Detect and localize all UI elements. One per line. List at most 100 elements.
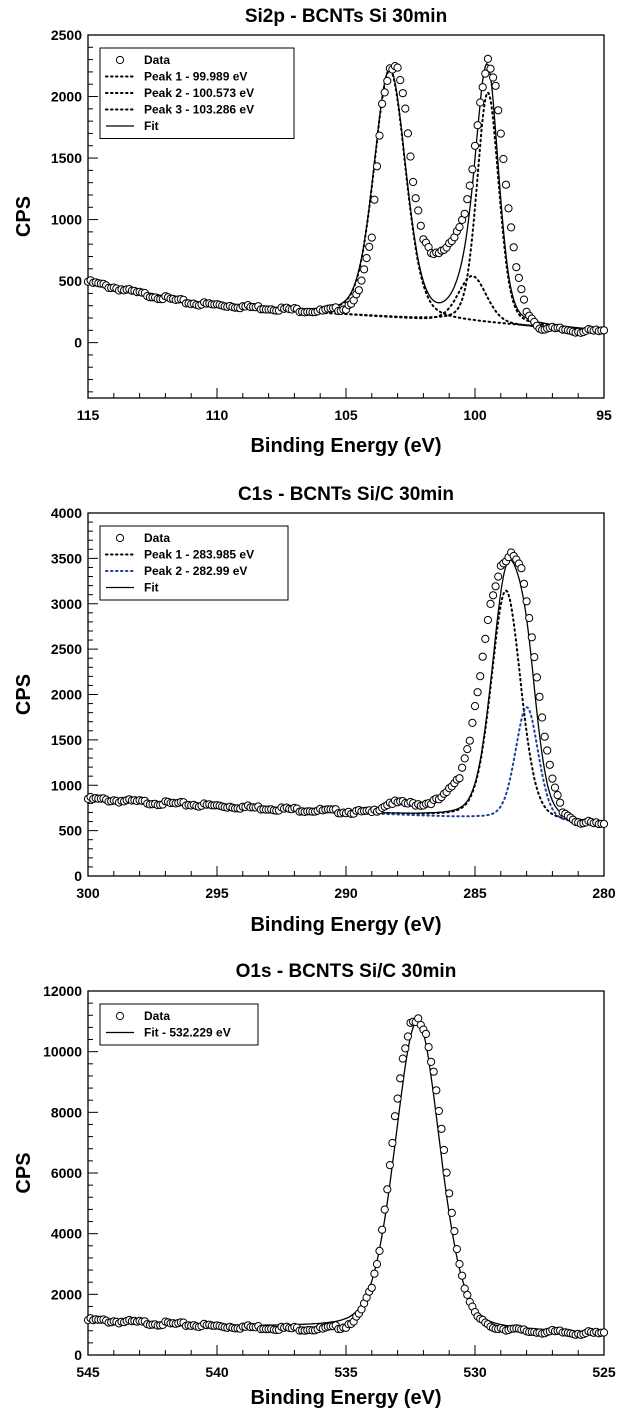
y-tick-label: 3000 — [51, 596, 82, 612]
data-point — [499, 154, 508, 164]
data-point — [468, 718, 477, 728]
data-point — [509, 243, 518, 252]
data-point — [354, 286, 363, 295]
data-point — [519, 579, 529, 588]
x-tick-label: 535 — [334, 1364, 358, 1380]
data-point — [468, 165, 477, 174]
data-point — [409, 177, 418, 187]
data-point — [599, 1328, 609, 1337]
data-point — [403, 129, 412, 138]
data-point — [483, 54, 492, 64]
data-point — [375, 131, 384, 140]
y-tick-label: 4000 — [51, 1226, 82, 1242]
x-tick-label: 300 — [76, 885, 100, 901]
data-point — [494, 106, 503, 115]
data-point — [437, 1124, 446, 1133]
data-point — [357, 276, 366, 285]
data-point — [496, 129, 505, 138]
y-tick-label: 12000 — [43, 983, 82, 999]
y-tick-label: 2000 — [51, 89, 82, 105]
data-point — [375, 1246, 384, 1256]
data-point — [385, 1161, 394, 1170]
data-point — [481, 69, 490, 78]
data-point — [450, 1227, 459, 1236]
data-point — [476, 672, 485, 681]
data-point — [458, 763, 467, 772]
data-point — [494, 572, 503, 581]
plot-frame — [87, 990, 605, 1356]
legend-entry-peak-3-103-286-ev: Peak 3 - 103.286 eV — [144, 103, 254, 117]
data-point — [429, 1067, 438, 1076]
data-point — [470, 141, 480, 150]
y-axis-label: CPS — [13, 196, 35, 237]
y-axis-label: CPS — [13, 1152, 35, 1193]
data-point — [372, 162, 382, 171]
x-axis-label: Binding Energy (eV) — [250, 435, 441, 457]
data-point — [525, 613, 534, 623]
data-point — [501, 180, 511, 189]
data-point — [380, 1205, 389, 1214]
data-point — [465, 736, 474, 745]
data-point — [398, 89, 407, 98]
data-point — [540, 732, 549, 741]
data-point — [439, 1145, 449, 1155]
data-point — [445, 1189, 454, 1198]
y-tick-label: 4000 — [51, 505, 82, 521]
x-tick-label: 540 — [205, 1364, 229, 1380]
y-tick-label: 3500 — [51, 550, 82, 566]
data-point — [393, 63, 402, 72]
x-tick-label: 295 — [205, 885, 229, 901]
data-point — [367, 233, 376, 242]
x-tick-label: 530 — [463, 1364, 487, 1380]
y-tick-label: 2000 — [51, 687, 82, 703]
data-point — [378, 99, 387, 108]
data-point — [550, 783, 560, 792]
data-point — [455, 223, 464, 232]
x-tick-label: 525 — [592, 1364, 616, 1380]
data-point — [460, 754, 469, 763]
x-axis-label: Binding Energy (eV) — [250, 1387, 441, 1409]
data-point — [491, 582, 500, 591]
y-tick-label: 6000 — [51, 1165, 82, 1181]
legend-entry-peak-2-100-573-ev: Peak 2 - 100.573 eV — [144, 86, 254, 100]
x-tick-label: 95 — [596, 407, 612, 423]
data-point — [370, 1269, 379, 1278]
data-point — [432, 1086, 441, 1095]
data-point — [486, 599, 495, 609]
data-point — [393, 1094, 402, 1103]
legend-entry-peak-2-282-99-ev: Peak 2 - 282.99 eV — [144, 564, 247, 578]
y-tick-label: 2500 — [51, 27, 82, 43]
data-point — [486, 64, 495, 73]
data-point — [470, 702, 480, 711]
data-point — [370, 195, 379, 204]
data-point — [434, 1106, 443, 1116]
data-point — [463, 195, 472, 204]
data-point — [481, 634, 490, 644]
data-point — [403, 1032, 412, 1041]
data-point — [463, 745, 472, 754]
data-point — [401, 104, 410, 113]
data-point — [599, 819, 609, 829]
legend-entry-peak-1-283-985-ev: Peak 1 - 283.985 eV — [144, 548, 254, 562]
x-tick-label: 545 — [76, 1364, 100, 1380]
data-point — [362, 254, 371, 263]
data-point — [491, 81, 500, 90]
data-point — [473, 688, 482, 697]
data-point — [556, 798, 565, 807]
legend-entry-data: Data — [144, 1009, 170, 1023]
fit-curve — [87, 1020, 604, 1333]
data-point — [522, 597, 531, 606]
y-tick-label: 2500 — [51, 641, 82, 657]
data-point — [367, 1283, 376, 1292]
legend-entry-peak-1-99-989-ev: Peak 1 - 99.989 eV — [144, 70, 247, 84]
x-tick-label: 285 — [463, 885, 487, 901]
data-point — [532, 673, 542, 682]
data-point — [427, 1057, 436, 1067]
data-point — [360, 265, 369, 274]
data-point — [455, 774, 464, 783]
legend-entry-fit: Fit — [144, 581, 159, 595]
data-point — [530, 653, 539, 662]
data-point — [458, 1271, 467, 1280]
legend-marker-data — [115, 55, 125, 65]
